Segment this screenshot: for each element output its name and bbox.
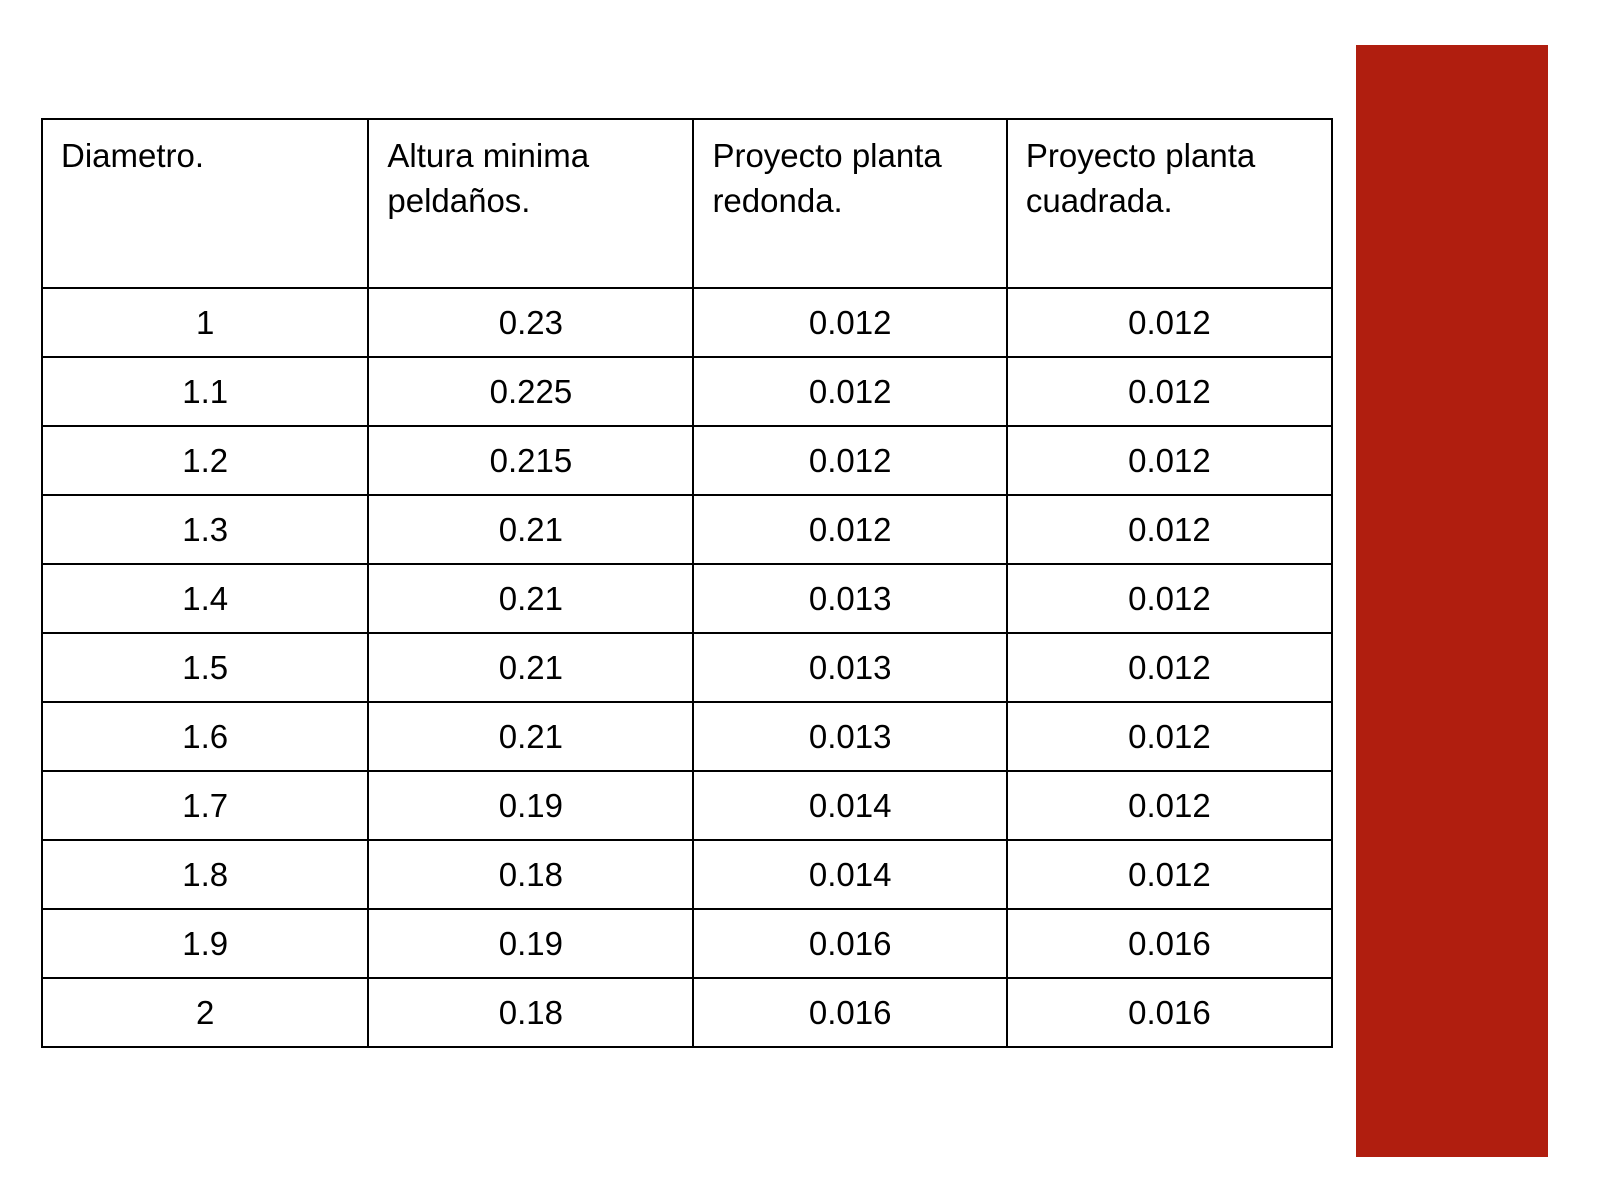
table-cell: 2 (40, 977, 370, 1048)
table-cell: 0.19 (367, 770, 695, 841)
column-header-planta-cuadrada: Proyecto planta cuadrada. (1005, 118, 1334, 289)
table-row: 1.2 0.215 0.012 0.012 (40, 425, 1334, 496)
table-cell: 1.3 (40, 494, 370, 565)
table-cell: 1.1 (40, 356, 370, 427)
table-cell: 0.012 (1005, 494, 1334, 565)
table-cell: 0.012 (1005, 287, 1334, 358)
table-cell: 1.9 (40, 908, 370, 979)
table-cell: 0.21 (367, 563, 695, 634)
table-row: 1.6 0.21 0.013 0.012 (40, 701, 1334, 772)
table-cell: 0.012 (1005, 425, 1334, 496)
table-row: 1.9 0.19 0.016 0.016 (40, 908, 1334, 979)
table-cell: 0.012 (1005, 563, 1334, 634)
data-table: Diametro. Altura minima peldaños. Proyec… (40, 118, 1334, 1048)
table-cell: 0.012 (1005, 701, 1334, 772)
table-row: 1 0.23 0.012 0.012 (40, 287, 1334, 358)
table-cell: 1.8 (40, 839, 370, 910)
table-row: 1.3 0.21 0.012 0.012 (40, 494, 1334, 565)
table-row: 1.5 0.21 0.013 0.012 (40, 632, 1334, 703)
table-cell: 0.225 (367, 356, 695, 427)
table-header-row: Diametro. Altura minima peldaños. Proyec… (40, 118, 1334, 289)
table-cell: 0.016 (1005, 977, 1334, 1048)
table-cell: 1 (40, 287, 370, 358)
table-cell: 1.6 (40, 701, 370, 772)
table-cell: 0.012 (692, 494, 1008, 565)
table-cell: 1.4 (40, 563, 370, 634)
table-cell: 0.012 (692, 356, 1008, 427)
table-cell: 0.23 (367, 287, 695, 358)
column-header-altura-minima: Altura minima peldaños. (367, 118, 695, 289)
column-header-planta-redonda: Proyecto planta redonda. (692, 118, 1008, 289)
table-cell: 1.2 (40, 425, 370, 496)
column-header-diametro: Diametro. (40, 118, 370, 289)
table-cell: 1.5 (40, 632, 370, 703)
table-row: 1.8 0.18 0.014 0.012 (40, 839, 1334, 910)
table-cell: 0.016 (692, 977, 1008, 1048)
table-cell: 0.18 (367, 977, 695, 1048)
table-row: 1.7 0.19 0.014 0.012 (40, 770, 1334, 841)
table-cell: 0.013 (692, 701, 1008, 772)
table-cell: 0.014 (692, 839, 1008, 910)
table-row: 1.4 0.21 0.013 0.012 (40, 563, 1334, 634)
table-cell: 0.012 (692, 287, 1008, 358)
table-cell: 0.016 (1005, 908, 1334, 979)
table-cell: 0.012 (692, 425, 1008, 496)
table-cell: 0.012 (1005, 770, 1334, 841)
accent-bar (1356, 45, 1548, 1157)
table-cell: 0.21 (367, 494, 695, 565)
table-cell: 0.016 (692, 908, 1008, 979)
table-cell: 0.014 (692, 770, 1008, 841)
table-cell: 0.012 (1005, 632, 1334, 703)
table-row: 2 0.18 0.016 0.016 (40, 977, 1334, 1048)
table-cell: 0.012 (1005, 356, 1334, 427)
table-cell: 0.21 (367, 632, 695, 703)
table-cell: 0.18 (367, 839, 695, 910)
table-cell: 0.013 (692, 632, 1008, 703)
table-cell: 1.7 (40, 770, 370, 841)
table-cell: 0.012 (1005, 839, 1334, 910)
table-cell: 0.013 (692, 563, 1008, 634)
table-cell: 0.21 (367, 701, 695, 772)
table-cell: 0.19 (367, 908, 695, 979)
table-cell: 0.215 (367, 425, 695, 496)
table-row: 1.1 0.225 0.012 0.012 (40, 356, 1334, 427)
